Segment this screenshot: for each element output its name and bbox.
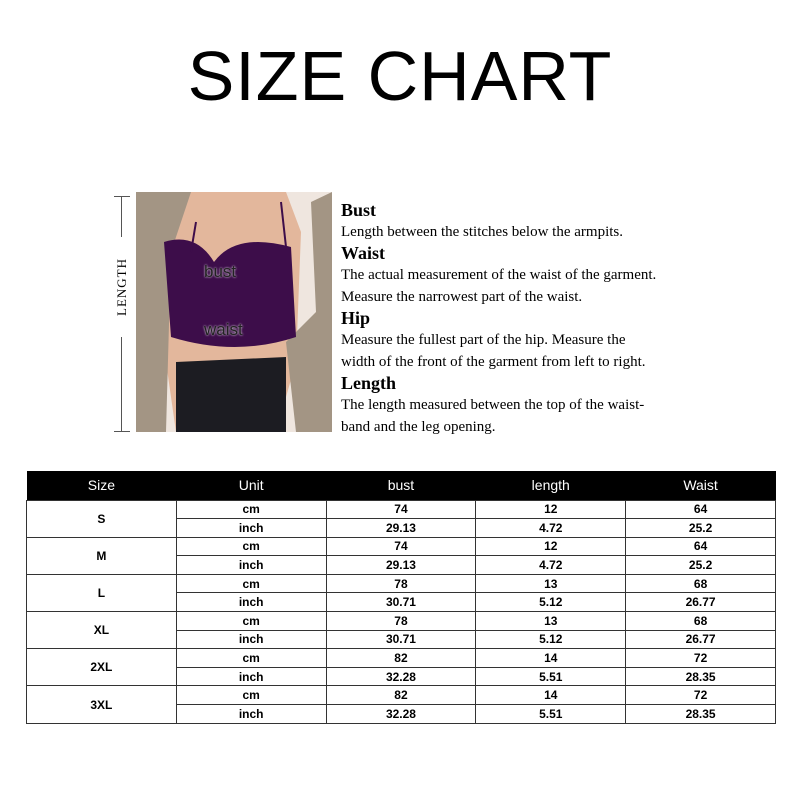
value-cell: 5.51	[475, 666, 627, 687]
unit-cell: cm	[175, 611, 327, 631]
value-cell: 72	[625, 648, 776, 668]
description-heading: Bust	[341, 200, 377, 220]
value-cell: 29.13	[325, 518, 477, 538]
product-photo: bust waist	[136, 192, 332, 432]
description-text: width of the front of the garment from l…	[341, 354, 646, 370]
value-cell: 32.28	[325, 704, 477, 724]
description-text: Measure the fullest part of the hip. Mea…	[341, 332, 626, 348]
description-text: Measure the narrowest part of the waist.	[341, 289, 583, 305]
size-cell: S	[26, 499, 177, 538]
value-cell: 74	[325, 536, 477, 557]
value-cell: 5.51	[475, 704, 627, 724]
size-cell: M	[26, 536, 177, 575]
unit-cell: inch	[175, 704, 327, 724]
size-cell: XL	[26, 611, 177, 650]
value-cell: 25.2	[625, 518, 776, 538]
table-row: XL cm 78 13 68	[26, 611, 776, 650]
table-row: inch 29.13 4.72 25.2	[27, 555, 776, 575]
table-row: 3XL cm 82 14 72	[26, 685, 776, 724]
value-cell: 12	[475, 499, 627, 520]
value-cell: 30.71	[325, 629, 477, 650]
unit-cell: cm	[175, 573, 327, 594]
value-cell: 12	[475, 536, 627, 557]
unit-cell: inch	[175, 666, 327, 687]
description-heading: Length	[341, 373, 397, 393]
value-cell: 68	[625, 611, 776, 631]
value-cell: 25.2	[625, 555, 776, 575]
unit-cell: inch	[175, 555, 327, 575]
column-header: bust	[326, 471, 476, 500]
description-text: Length between the stitches below the ar…	[341, 224, 624, 240]
description-text: The length measured between the top of t…	[341, 397, 645, 413]
description-text: band and the leg opening.	[341, 419, 496, 435]
unit-cell: inch	[175, 518, 327, 538]
unit-cell: cm	[175, 685, 327, 706]
table-row: inch 29.13 4.72 25.2	[27, 518, 776, 538]
description-heading: Hip	[341, 308, 371, 328]
table-row: inch 32.28 5.51 28.35	[27, 704, 776, 724]
value-cell: 78	[325, 573, 477, 594]
table-row: 2XL cm 82 14 72	[26, 648, 776, 687]
description-heading: Waist	[341, 243, 386, 263]
column-header: Unit	[176, 471, 327, 500]
value-cell: 28.35	[625, 666, 776, 687]
value-cell: 28.35	[625, 704, 776, 724]
value-cell: 72	[625, 685, 776, 706]
value-cell: 82	[325, 685, 477, 706]
measurement-descriptions: Bust Length between the stitches below th…	[341, 200, 761, 438]
value-cell: 64	[625, 499, 776, 520]
unit-cell: cm	[175, 499, 327, 520]
value-cell: 4.72	[475, 555, 627, 575]
size-cell: 3XL	[26, 685, 177, 724]
value-cell: 13	[475, 611, 627, 631]
column-header: length	[475, 471, 626, 500]
length-label: LENGTH	[114, 237, 129, 337]
value-cell: 64	[625, 536, 776, 557]
column-header: Size	[26, 471, 177, 500]
value-cell: 26.77	[625, 592, 776, 613]
waist-label: waist	[204, 320, 243, 339]
size-cell: L	[26, 573, 177, 613]
bust-label: bust	[204, 262, 237, 281]
unit-cell: cm	[175, 536, 327, 557]
unit-cell: inch	[175, 592, 327, 613]
value-cell: 14	[475, 685, 627, 706]
value-cell: 29.13	[325, 555, 477, 575]
value-cell: 5.12	[475, 592, 627, 613]
description-text: The actual measurement of the waist of t…	[341, 267, 657, 283]
value-cell: 26.77	[625, 629, 776, 650]
value-cell: 4.72	[475, 518, 627, 538]
page-title: SIZE CHART	[187, 37, 613, 115]
size-cell: 2XL	[26, 648, 177, 687]
unit-cell: cm	[175, 648, 327, 668]
unit-cell: inch	[175, 629, 327, 650]
value-cell: 68	[625, 573, 776, 594]
value-cell: 30.71	[325, 592, 477, 613]
value-cell: 14	[475, 648, 627, 668]
value-cell: 32.28	[325, 666, 477, 687]
value-cell: 13	[475, 573, 627, 594]
column-header: Waist	[625, 471, 776, 500]
value-cell: 78	[325, 611, 477, 631]
value-cell: 74	[325, 499, 477, 520]
value-cell: 82	[325, 648, 477, 668]
value-cell: 5.12	[475, 629, 627, 650]
